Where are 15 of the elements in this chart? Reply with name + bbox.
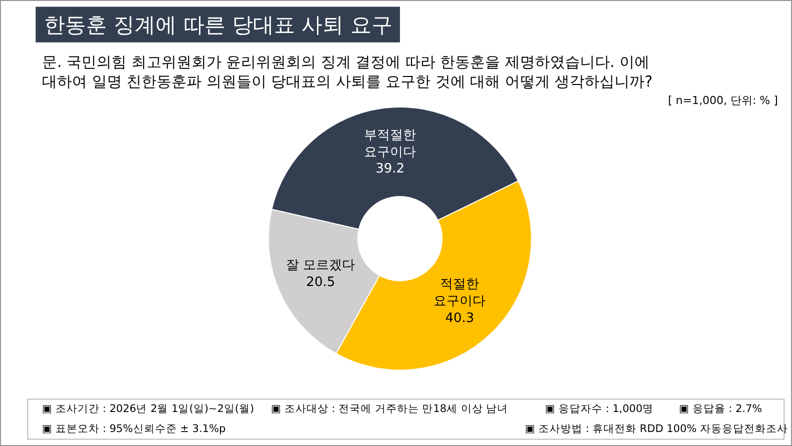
text: ▣ 표본오차 : 95%신뢰수준 ± 3.1%p <box>42 423 226 435</box>
text: ▣ 조사대상 : 전국에 거주하는 만18세 이상 남녀 <box>271 403 508 415</box>
data-label: 20.5 <box>306 274 336 290</box>
text: [ n=1,000, 단위: % ] <box>668 94 778 107</box>
data-label: 39.2 <box>376 162 405 177</box>
slice-label: 부적절한 요구이다 <box>364 128 416 160</box>
text: ▣ 조사방법 : 휴대전화 RDD 100% 자동응답전화조사 <box>525 423 788 435</box>
chart-subtitle: 문. 국민의힘 최고위원회가 윤리위원회의 징계 결정에 따라 한동훈을 제명하였습니다. 이에 대하여 일명 친한동훈파 의원들이 당대표의 사퇴를 요구한 것에 대해 어떻게 생각하십니까? <box>42 53 653 90</box>
text: ▣ 응답율 : 2.7% <box>679 403 762 415</box>
data-label: 40.3 <box>445 311 474 326</box>
slice-label: 적절한 요구이다 <box>434 277 486 310</box>
slice-label: 잘 모르겠다 <box>286 258 356 274</box>
text: ▣ 응답자수 : 1,000명 <box>545 403 654 415</box>
chart-title: 한동훈 징계에 따른 당대표 사퇴 요구 <box>44 13 392 37</box>
text: ▣ 조사기간 : 2026년 2월 1일(일)~2일(월) <box>42 403 254 415</box>
